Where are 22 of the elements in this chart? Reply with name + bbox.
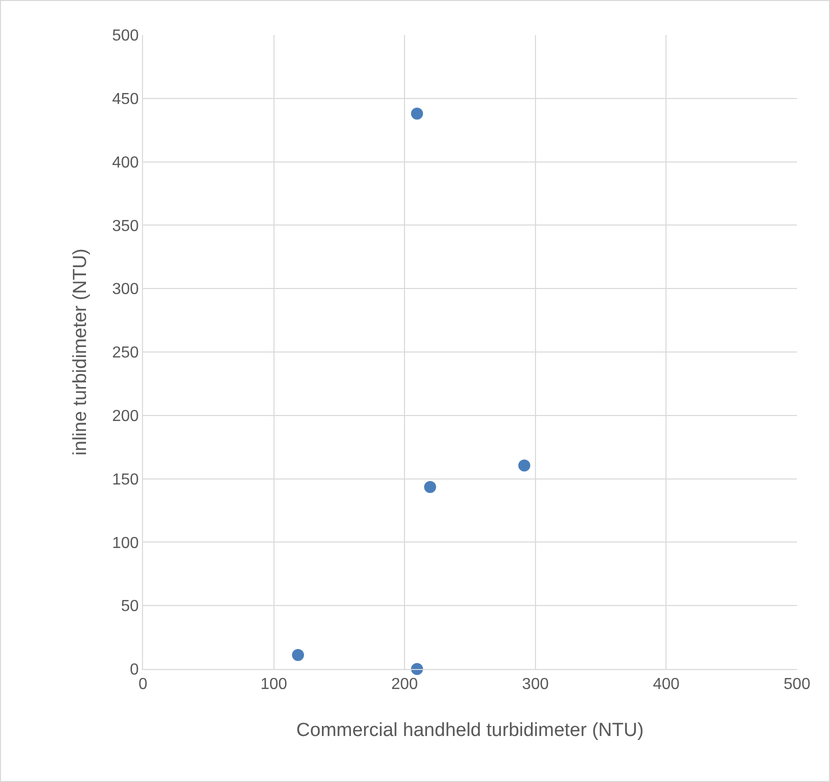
- y-tick-label: 250: [112, 344, 139, 362]
- y-tick-label: 150: [112, 471, 139, 488]
- x-tick-label: 500: [784, 676, 810, 694]
- y-tick-label: 400: [112, 154, 139, 172]
- x-tick-label: 400: [652, 676, 680, 694]
- y-tick-label: 100: [112, 534, 139, 552]
- y-tick-label: 500: [112, 28, 139, 45]
- x-axis-title: Commercial handheld turbidimeter (NTU): [296, 720, 644, 741]
- x-tick-label: 300: [522, 676, 549, 694]
- x-tick-label: 100: [260, 676, 288, 694]
- x-tick-label: 200: [391, 676, 418, 694]
- y-axis-title: inline turbidimeter (NTU): [70, 248, 91, 456]
- point: [411, 108, 424, 120]
- point: [292, 649, 304, 662]
- y-tick-label: 0: [130, 662, 139, 679]
- y-tick-label: 200: [112, 408, 139, 425]
- y-tick-label: 350: [112, 218, 139, 235]
- y-tick-label: 300: [112, 281, 139, 298]
- y-tick-label: 50: [121, 598, 139, 616]
- point: [518, 459, 530, 472]
- point: [424, 481, 436, 494]
- y-tick-label: 450: [112, 91, 139, 108]
